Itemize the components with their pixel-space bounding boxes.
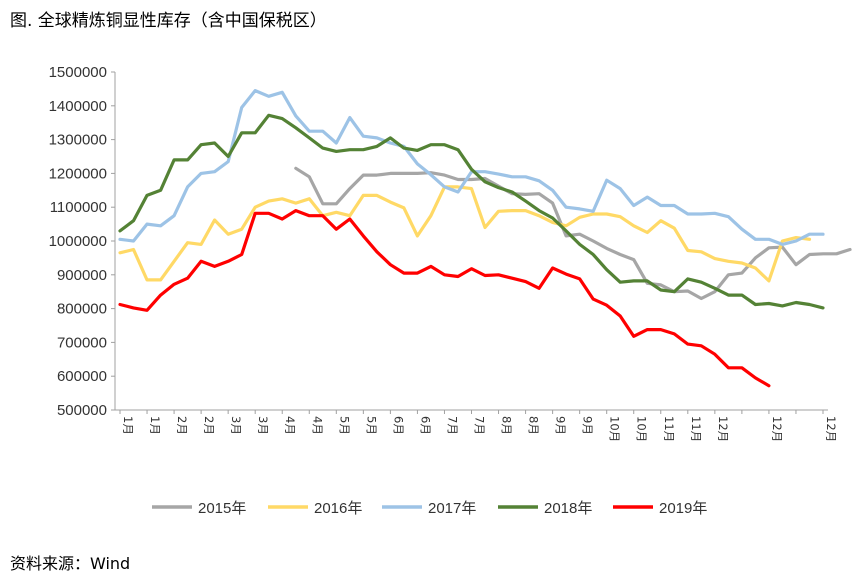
x-tick-label: 11月 [662, 416, 676, 442]
x-tick-label: 1月 [148, 416, 162, 435]
legend-label-1: 2015年 [198, 500, 246, 517]
series-line-1 [294, 166, 852, 301]
series-line-5 [118, 209, 771, 388]
y-tick-label: 1000000 [49, 233, 107, 250]
y-tick-label: 900000 [57, 267, 107, 284]
x-tick-label: 11月 [689, 416, 703, 442]
y-tick-label: 1300000 [49, 132, 107, 149]
x-tick-label: 2月 [175, 416, 189, 435]
x-tick-label: 2月 [202, 416, 216, 435]
x-tick-label: 10月 [608, 416, 622, 442]
x-tick-label: 8月 [500, 416, 514, 435]
x-tick-label: 7月 [445, 416, 459, 435]
x-tick-label: 3月 [256, 416, 270, 435]
y-tick-label: 1200000 [49, 165, 107, 182]
x-tick-label: 12月 [824, 416, 838, 442]
x-tick-label: 8月 [527, 416, 541, 435]
x-tick-label: 3月 [229, 416, 243, 435]
axes: 500000 600000 700000 800000 900000 1000000 110… [49, 64, 838, 442]
x-tick-label: 7月 [473, 416, 487, 435]
y-tick-label: 1500000 [49, 64, 107, 81]
y-tick-label: 600000 [57, 368, 107, 385]
legend-label-5: 2019年 [659, 500, 707, 517]
x-tick-label: 12月 [770, 416, 784, 442]
x-tick-label: 6月 [418, 416, 432, 435]
series-line-4 [118, 113, 825, 310]
x-tick-label: 12月 [716, 416, 730, 442]
chart-title: 图. 全球精炼铜显性库存（含中国保税区） [10, 11, 327, 31]
x-tick-label: 4月 [310, 416, 324, 435]
y-tick-label: 800000 [57, 301, 107, 318]
x-tick-label: 5月 [337, 416, 351, 435]
y-tick-label: 500000 [57, 402, 107, 419]
series-line-2 [118, 185, 812, 283]
x-tick-label: 9月 [554, 416, 568, 435]
y-tick-label: 700000 [57, 334, 107, 351]
legend: 2015年 2016年 2017年 2018年 2019年 [152, 500, 707, 517]
series-line-3 [118, 88, 825, 246]
legend-label-4: 2018年 [544, 500, 592, 517]
legend-label-3: 2017年 [428, 500, 476, 517]
source-note: 资料来源：Wind [10, 554, 131, 573]
x-tick-label: 9月 [581, 416, 595, 435]
x-tick-label: 1月 [121, 416, 135, 435]
x-tick-label: 5月 [364, 416, 378, 435]
y-tick-label: 1400000 [49, 98, 107, 115]
legend-label-2: 2016年 [314, 500, 362, 517]
x-tick-label: 6月 [391, 416, 405, 435]
series-layer [118, 88, 852, 388]
x-tick-label: 4月 [283, 416, 297, 435]
x-tick-label: 10月 [635, 416, 649, 442]
y-tick-label: 1100000 [50, 199, 107, 216]
